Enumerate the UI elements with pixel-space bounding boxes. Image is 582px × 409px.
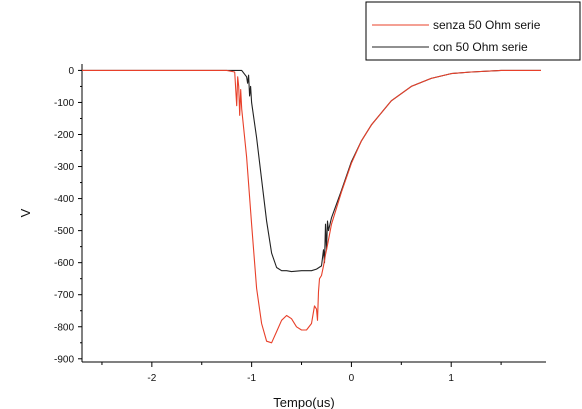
y-tick-label: -200	[54, 130, 74, 141]
series-lines	[82, 69, 541, 344]
series-line-con	[82, 69, 541, 273]
x-tick-label: -2	[147, 373, 156, 384]
y-tick-label: -300	[54, 162, 74, 173]
y-tick-label: -800	[54, 322, 74, 333]
y-tick-label: -400	[54, 194, 74, 205]
y-tick-label: 0	[68, 66, 74, 77]
y-axis-title: V	[18, 208, 33, 217]
y-tick-label: -700	[54, 290, 74, 301]
legend-box	[365, 1, 581, 61]
x-tick-label: -1	[247, 373, 256, 384]
axes: 0 -100 -200 -300 -400 -500 -600 -700 -800 -900 -2 -…	[54, 64, 546, 384]
y-tick-label: -900	[54, 354, 74, 365]
x-tick-label: 0	[349, 373, 355, 384]
legend-label-con: con 50 Ohm serie	[433, 40, 528, 54]
legend-label-senza: senza 50 Ohm serie	[433, 18, 541, 32]
y-tick-label: -600	[54, 258, 74, 269]
series-line-senza	[82, 69, 541, 344]
y-tick-label: -100	[54, 98, 74, 109]
legend: senza 50 Ohm serie con 50 Ohm serie	[365, 1, 581, 61]
y-tick-label: -500	[54, 226, 74, 237]
x-tick-label: 1	[448, 373, 454, 384]
x-axis-title: Tempo(us)	[273, 395, 334, 409]
